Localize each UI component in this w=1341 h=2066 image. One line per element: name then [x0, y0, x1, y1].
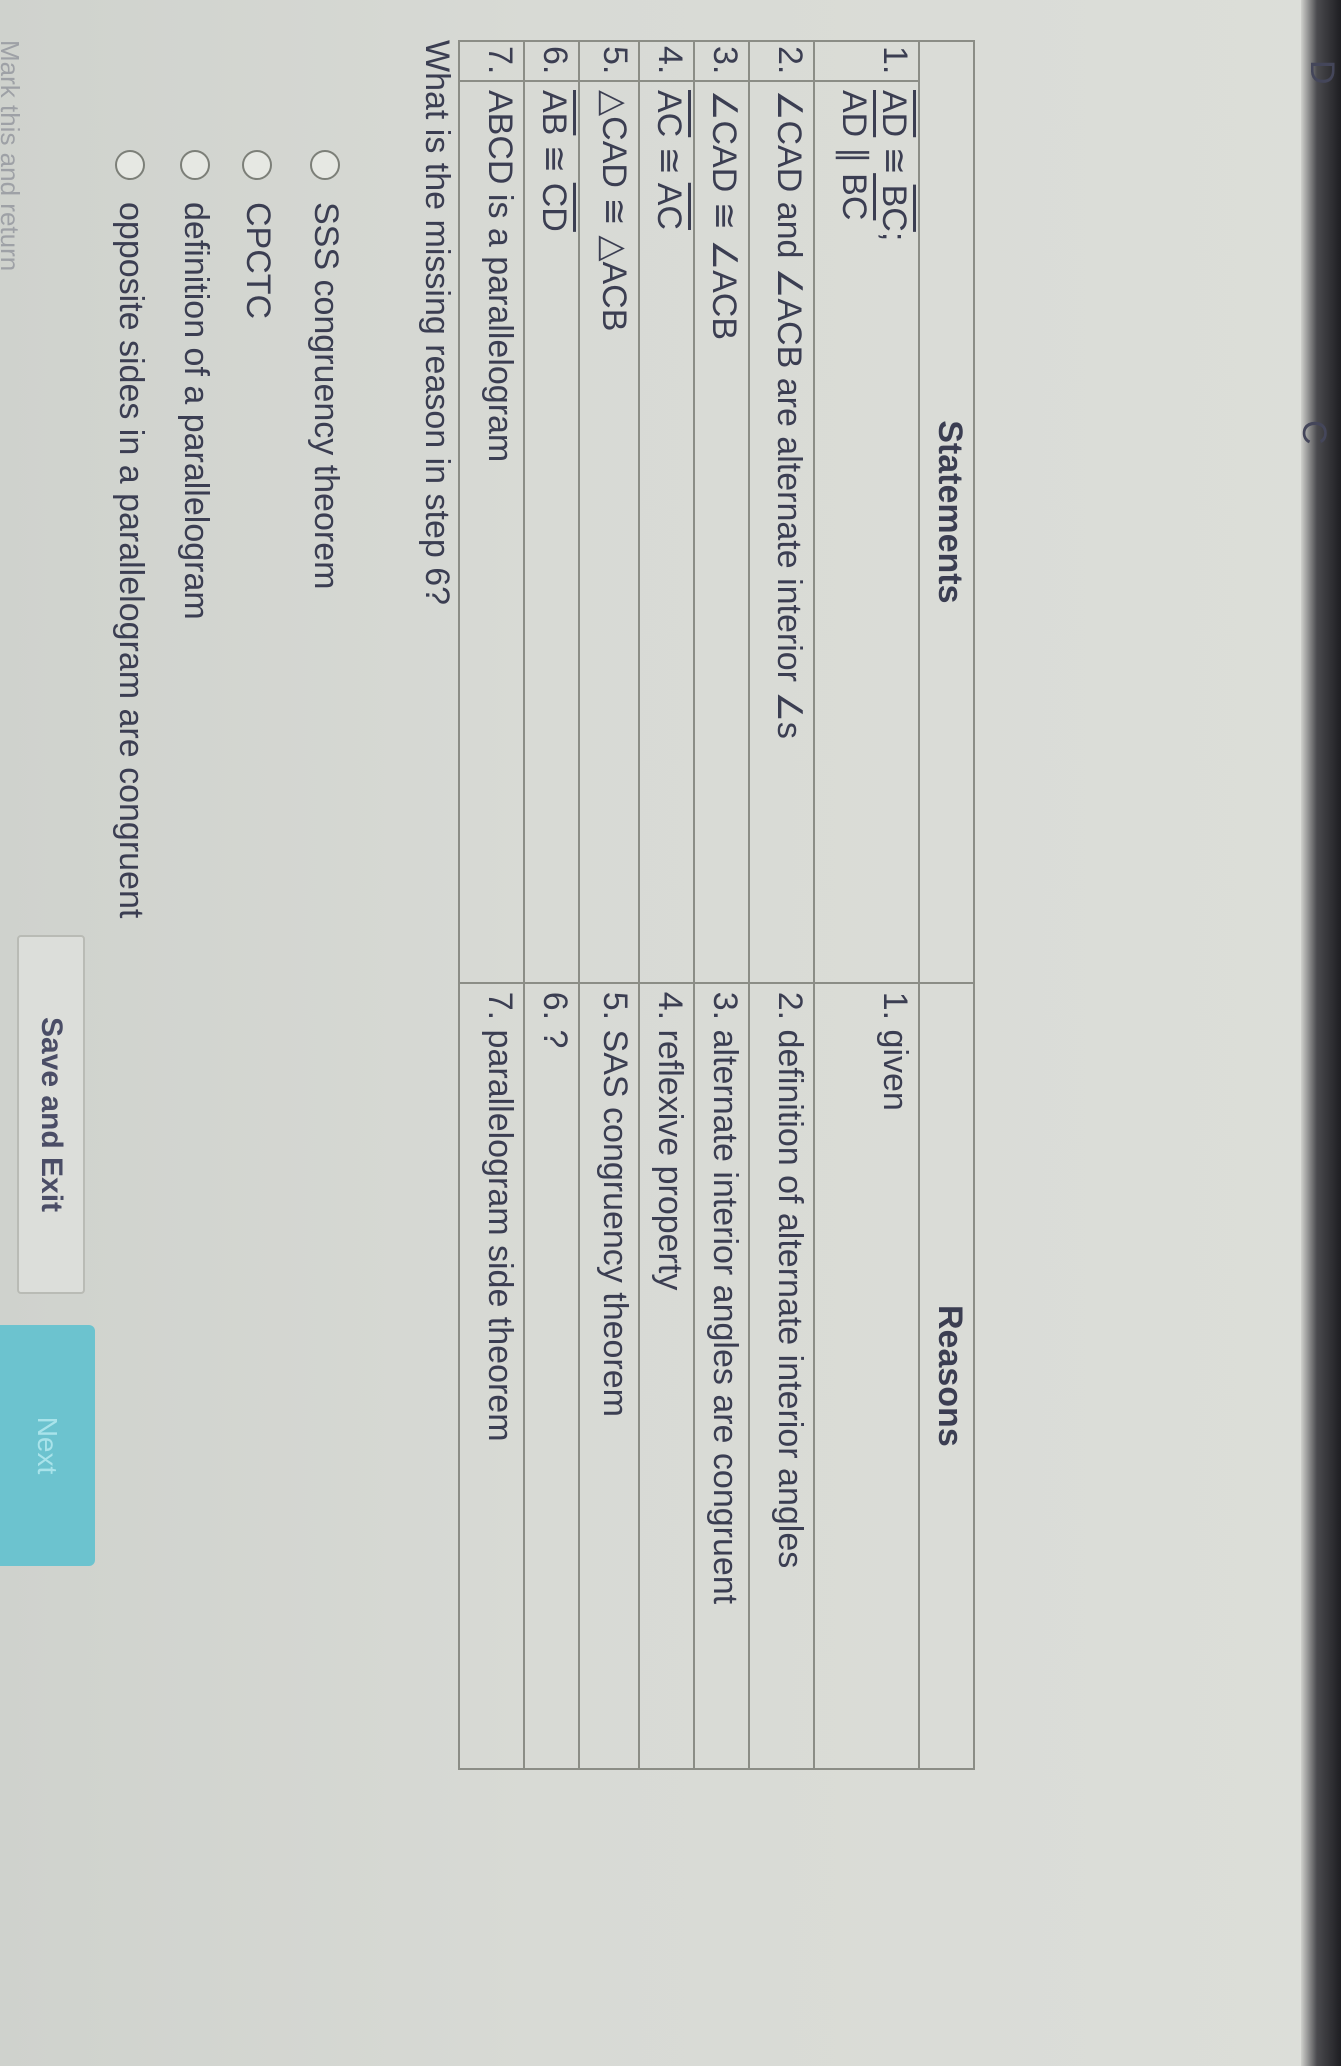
statement-text: ≅ [650, 137, 688, 183]
reason-cell: 1. given [814, 982, 919, 1769]
reason-cell: 5. SAS congruency theorem [579, 982, 639, 1769]
answer-option[interactable]: CPCTC [238, 150, 277, 319]
option-label: CPCTC [239, 202, 277, 320]
statement-line: ABCD is a parallelogram [480, 90, 519, 974]
segment-label: AC [650, 90, 688, 138]
proof-row: 6. AB ≅ CD 6. ? [524, 41, 579, 1769]
reason-cell: 3. alternate interior angles are congrue… [694, 982, 749, 1769]
statement-line: AD ≅ BC; [874, 90, 914, 974]
option-label: definition of a parallelogram [177, 202, 215, 620]
statement-line: AD ∥ BC [834, 90, 874, 974]
statement-text: ∥ [835, 137, 873, 174]
segment-label: BC [875, 184, 913, 232]
step-number: 1. [814, 41, 919, 81]
proof-row: 3. ∠CAD ≅ ∠ACB 3. alternate interior angle… [694, 41, 749, 1769]
answer-option[interactable]: definition of a parallelogram [176, 150, 215, 620]
proof-row: 7. ABCD is a parallelogram 7. parallelogra… [459, 41, 524, 1769]
step-number: 6. [524, 41, 579, 81]
statement-text: ; [875, 231, 913, 242]
proof-row: 5. △CAD ≅ △ACB 5. SAS congruency theorem [579, 41, 639, 1769]
statement-cell: ABCD is a parallelogram [459, 81, 524, 983]
radio-icon[interactable] [180, 150, 211, 180]
reason-cell: 4. reflexive property [639, 982, 694, 1769]
statement-text: ABCD is a parallelogram [481, 90, 519, 463]
reason-cell: 7. parallelogram side theorem [459, 982, 524, 1769]
reason-cell: 6. ? [524, 982, 579, 1769]
statement-line: △CAD ≅ △ACB [594, 90, 634, 974]
statement-text: ≅ [535, 135, 573, 183]
statement-cell: AC ≅ AC [639, 81, 694, 983]
statement-cell: AB ≅ CD [524, 81, 579, 983]
statement-text: ∠CAD and ∠ACB are alternate interior ∠s [770, 90, 808, 739]
radio-icon[interactable] [310, 150, 341, 180]
statement-cell: ∠CAD and ∠ACB are alternate interior ∠s [749, 81, 814, 983]
segment-label: AC [650, 182, 688, 230]
proof-table: Statements Reasons 1. AD ≅ BC; AD ∥ BC 1. g… [458, 40, 975, 1770]
step-number: 3. [694, 41, 749, 81]
answer-option[interactable]: opposite sides in a parallelogram are co… [111, 150, 150, 918]
statement-cell: ∠CAD ≅ ∠ACB [694, 81, 749, 983]
answer-option[interactable]: SSS congruency theorem [306, 150, 345, 589]
statement-cell: AD ≅ BC; AD ∥ BC [814, 81, 919, 983]
vertex-label-c: C [1295, 420, 1333, 445]
radio-icon[interactable] [242, 150, 273, 180]
statement-cell: △CAD ≅ △ACB [579, 81, 639, 983]
statement-line: AB ≅ CD [534, 90, 574, 974]
statement-line: ∠CAD and ∠ACB are alternate interior ∠s [769, 90, 809, 974]
statement-text: ∠CAD ≅ ∠ACB [705, 90, 743, 341]
segment-label: CD [535, 182, 573, 232]
screen-bezel [1301, 0, 1341, 2066]
reasons-header: Reasons [919, 982, 974, 1769]
step-number: 5. [579, 41, 639, 81]
proof-row: 2. ∠CAD and ∠ACB are alternate interior ∠… [749, 41, 814, 1769]
proof-row: 4. AC ≅ AC 4. reflexive property [639, 41, 694, 1769]
segment-label: AD [835, 90, 873, 138]
step-number: 2. [749, 41, 814, 81]
statement-text: ≅ [875, 137, 913, 185]
segment-label: AD [875, 90, 913, 138]
step-number: 4. [639, 41, 694, 81]
option-label: opposite sides in a parallelogram are co… [112, 202, 150, 919]
question-text: What is the missing reason in step 6? [418, 40, 456, 606]
save-and-exit-button[interactable]: Save and Exit [17, 935, 85, 1294]
statement-line: ∠CAD ≅ ∠ACB [704, 90, 744, 974]
vertex-label-d: D [1303, 60, 1341, 85]
reason-cell: 2. definition of alternate interior angl… [749, 982, 814, 1769]
next-button[interactable]: Next [0, 1325, 95, 1566]
proof-row: 1. AD ≅ BC; AD ∥ BC 1. given [814, 41, 919, 1769]
mark-and-return-link[interactable]: Mark this and return [0, 40, 25, 272]
radio-icon[interactable] [115, 150, 146, 180]
statement-text: △CAD ≅ △ACB [595, 90, 633, 332]
statement-line: AC ≅ AC [649, 90, 689, 974]
segment-label: BC [835, 173, 873, 221]
step-number: 7. [459, 41, 524, 81]
option-label: SSS congruency theorem [307, 202, 345, 590]
segment-label: AB [535, 90, 573, 136]
statements-header: Statements [919, 41, 974, 983]
